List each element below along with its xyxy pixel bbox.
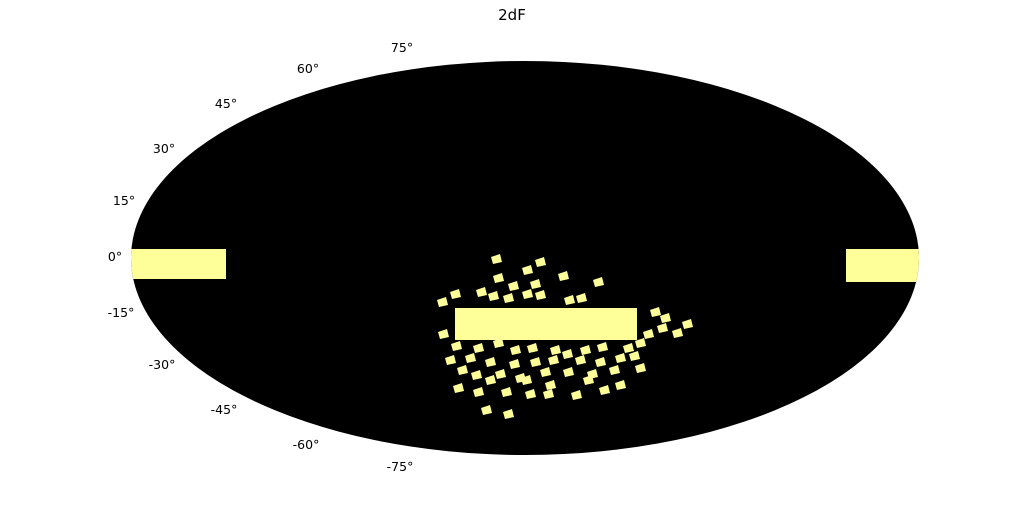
coverage-field-16	[450, 289, 461, 299]
coverage-field-61	[571, 390, 582, 400]
coverage-field-10	[503, 293, 514, 303]
coverage-field-63	[599, 385, 610, 395]
coverage-strip-left	[131, 249, 226, 279]
coverage-field-48	[495, 369, 506, 379]
lat-label-3: 30°	[153, 141, 175, 156]
coverage-field-28	[510, 345, 521, 355]
lat-label-1: 60°	[297, 61, 319, 76]
coverage-field-55	[453, 383, 464, 393]
coverage-field-31	[562, 349, 573, 359]
coverage-field-15	[437, 297, 448, 307]
coverage-field-57	[485, 375, 496, 385]
coverage-field-12	[535, 290, 546, 300]
sky-ellipse	[131, 61, 919, 455]
coverage-field-65	[481, 405, 492, 415]
coverage-field-32	[580, 345, 591, 355]
map-title: 2dF	[498, 6, 526, 24]
lat-label-10: -75°	[387, 459, 414, 474]
coverage-field-2	[558, 271, 569, 281]
coverage-field-7	[593, 277, 604, 287]
coverage-field-39	[509, 359, 520, 369]
coverage-field-67	[525, 389, 536, 399]
coverage-field-66	[503, 409, 514, 419]
coverage-field-37	[465, 353, 476, 363]
coverage-field-43	[595, 357, 606, 367]
coverage-field-29	[527, 343, 538, 353]
coverage-field-4	[493, 273, 504, 283]
coverage-field-20	[657, 323, 668, 333]
lat-label-8: -45°	[211, 402, 238, 417]
coverage-field-46	[457, 365, 468, 375]
coverage-field-27	[493, 338, 504, 348]
coverage-field-9	[488, 291, 499, 301]
coverage-field-54	[635, 363, 646, 373]
coverage-field-58	[501, 387, 512, 397]
coverage-strip-center	[455, 308, 637, 340]
coverage-field-23	[438, 329, 449, 339]
coverage-strip-right	[846, 249, 919, 282]
coverage-field-56	[473, 387, 484, 397]
coverage-field-19	[682, 319, 693, 329]
coverage-field-35	[635, 338, 646, 348]
coverage-field-25	[451, 341, 462, 351]
coverage-field-8	[476, 287, 487, 297]
lat-label-4: 15°	[113, 193, 135, 208]
coverage-field-44	[615, 353, 626, 363]
coverage-field-36	[445, 355, 456, 365]
coverage-field-13	[564, 295, 575, 305]
coverage-field-14	[576, 293, 587, 303]
latitude-labels: 75° 60° 45° 30° 15° 0° -15° -30° -45° -60° -75°	[108, 40, 414, 474]
coverage-field-11	[522, 289, 533, 299]
coverage-field-40	[530, 357, 541, 367]
coverage-field-33	[597, 342, 608, 352]
coverage-field-21	[672, 328, 683, 338]
lat-label-0: 75°	[391, 40, 413, 55]
lat-label-7: -30°	[149, 357, 176, 372]
coverage-field-41	[548, 355, 559, 365]
coverage-field-53	[609, 365, 620, 375]
coverage-field-24	[457, 325, 468, 335]
coverage-field-1	[535, 257, 546, 267]
lat-label-9: -60°	[293, 437, 320, 452]
coverage-field-64	[615, 380, 626, 390]
coverage-field-62	[583, 375, 594, 385]
coverage-field-30	[550, 345, 561, 355]
lat-label-5: 0°	[108, 249, 122, 264]
coverage-field-34	[623, 343, 634, 353]
lat-label-6: -15°	[108, 305, 135, 320]
lat-label-2: 45°	[215, 96, 237, 111]
coverage-field-51	[563, 367, 574, 377]
coverage-field-42	[575, 355, 586, 365]
survey-coverage	[131, 249, 919, 419]
coverage-field-60	[545, 380, 556, 390]
coverage-field-47	[471, 370, 482, 380]
coverage-field-50	[540, 367, 551, 377]
coverage-field-68	[543, 389, 554, 399]
coverage-field-0	[491, 254, 502, 264]
coverage-field-5	[508, 281, 519, 291]
coverage-field-18	[660, 313, 671, 323]
coverage-field-45	[629, 351, 640, 361]
coverage-field-38	[485, 357, 496, 367]
coverage-field-3	[522, 265, 533, 275]
coverage-field-6	[530, 279, 541, 289]
coverage-field-22	[643, 329, 654, 339]
coverage-field-26	[473, 343, 484, 353]
coverage-field-59	[521, 375, 532, 385]
coverage-field-17	[650, 307, 661, 317]
